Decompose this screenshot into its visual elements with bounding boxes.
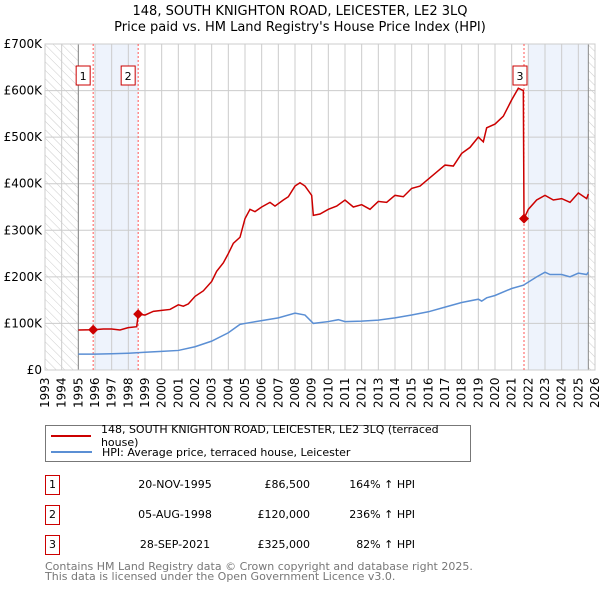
sale-row: 1 20-NOV-1995 £86,500 164% ↑ HPI	[45, 475, 485, 495]
x-tick-label: 1994	[55, 377, 69, 408]
sale-row: 3 28-SEP-2021 £325,000 82% ↑ HPI	[45, 535, 485, 555]
sale-date: 20-NOV-1995	[138, 478, 212, 491]
sale-hpi: 164% ↑ HPI	[349, 478, 415, 491]
chart-title: 148, SOUTH KNIGHTON ROAD, LEICESTER, LE2…	[132, 4, 468, 19]
x-tick-label: 2020	[488, 377, 502, 408]
x-tick-label: 2004	[221, 377, 235, 408]
sale-marker-box	[75, 65, 91, 86]
legend-item-property: 148, SOUTH KNIGHTON ROAD, LEICESTER, LE2…	[46, 423, 470, 449]
x-tick-label: 2022	[521, 377, 535, 408]
y-tick-label: £300K	[4, 223, 44, 237]
x-tick-label: 2012	[355, 377, 369, 408]
x-tick-label: 2006	[255, 377, 269, 408]
sale-marker-box	[512, 65, 528, 86]
sale-point	[133, 309, 144, 320]
sale-row: 2 05-AUG-1998 £120,000 236% ↑ HPI	[45, 505, 485, 525]
x-tick-label: 1998	[121, 377, 135, 408]
x-tick-label: 1999	[138, 377, 152, 408]
sale-hpi: 236% ↑ HPI	[349, 508, 415, 521]
legend: 148, SOUTH KNIGHTON ROAD, LEICESTER, LE2…	[45, 423, 471, 462]
y-tick-label: £200K	[4, 270, 44, 284]
sale-date: 05-AUG-1998	[138, 508, 212, 521]
x-tick-label: 2026	[588, 377, 600, 408]
x-tick-label: 2025	[571, 377, 585, 408]
y-tick-label: £400K	[4, 177, 44, 191]
x-tick-label: 2001	[171, 377, 185, 408]
y-tick-label: £100K	[4, 316, 44, 330]
hatched-region-right	[588, 44, 595, 370]
sale-marker-label: 3	[45, 535, 60, 555]
y-tick-label: £0	[27, 363, 42, 377]
y-tick-label: £500K	[4, 130, 44, 144]
x-tick-label: 2016	[421, 377, 435, 408]
sale-point	[519, 213, 529, 224]
x-tick-label: 2008	[288, 377, 302, 408]
x-tick-label: 1995	[71, 377, 85, 408]
sale-price: £86,500	[264, 478, 311, 491]
chart-subtitle: Price paid vs. HM Land Registry's House …	[114, 20, 486, 35]
y-tick-label: £600K	[4, 84, 44, 98]
legend-swatch-red	[51, 435, 91, 437]
sale-hpi: 82% ↑ HPI	[356, 538, 415, 551]
x-tick-label: 1996	[88, 377, 102, 408]
plot-area: 1993 1994 1995 1996 1997 1998 1999 2000 2001 2002…	[4, 37, 600, 408]
y-tick-label: £700K	[4, 37, 44, 51]
sale-point	[88, 324, 99, 335]
legend-swatch-blue	[51, 451, 92, 453]
x-tick-label: 2002	[188, 377, 202, 408]
x-tick-label: 2021	[505, 377, 519, 408]
x-tick-label: 2009	[305, 377, 319, 408]
x-tick-label: 2005	[238, 377, 252, 408]
sale-marker-box	[120, 65, 136, 86]
footer-line-1: Contains HM Land Registry data © Crown c…	[45, 560, 473, 573]
sale-price: £325,000	[257, 538, 311, 551]
sale-marker-label: 1	[80, 70, 87, 83]
x-tick-label: 2018	[455, 377, 469, 408]
sale-marker-label: 2	[45, 505, 60, 525]
sale-marker-label: 1	[45, 475, 60, 495]
legend-label: HPI: Average price, terraced house, Leic…	[102, 445, 351, 459]
sale-date: 28-SEP-2021	[139, 538, 211, 551]
x-tick-label: 1997	[105, 377, 119, 408]
sale-marker-label: 2	[125, 70, 132, 83]
hpi-line	[78, 271, 589, 355]
price-line	[78, 87, 590, 331]
x-tick-label: 2013	[371, 377, 385, 408]
shaded-period	[528, 44, 589, 370]
plot-border	[44, 43, 596, 371]
x-tick-label: 2000	[155, 377, 169, 408]
legend-item-hpi: HPI: Average price, terraced house, Leic…	[46, 444, 350, 460]
x-tick-label: 2015	[405, 377, 419, 408]
x-tick-label: 2024	[555, 377, 569, 408]
x-tick-label: 2010	[321, 377, 335, 408]
x-tick-label: 2014	[388, 377, 402, 408]
x-tick-label: 2023	[538, 377, 552, 408]
sale-price: £120,000	[257, 508, 311, 521]
x-tick-label: 2019	[471, 377, 485, 408]
x-tick-label: 2007	[271, 377, 285, 408]
footer-line-2: This data is licensed under the Open Gov…	[45, 570, 396, 583]
shaded-period	[95, 44, 139, 370]
x-tick-label: 2017	[438, 377, 452, 408]
sale-marker-label: 3	[517, 70, 524, 83]
legend-label: 148, SOUTH KNIGHTON ROAD, LEICESTER, LE2…	[100, 423, 439, 449]
x-tick-label: 1993	[38, 377, 52, 408]
x-tick-label: 2003	[205, 377, 219, 408]
x-tick-label: 2011	[338, 377, 352, 408]
